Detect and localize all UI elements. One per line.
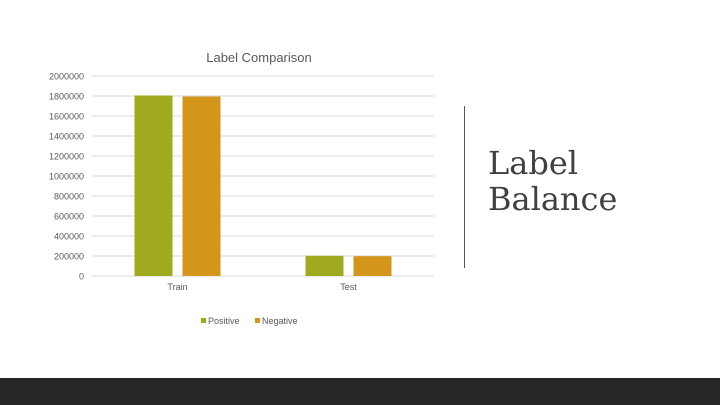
- y-tick-label: 0: [79, 272, 84, 282]
- y-tick-label: 2000000: [49, 72, 84, 82]
- chart-title: Label Comparison: [206, 50, 312, 65]
- bar-chart: Label Comparison 0 200000 400000 600000 80000…: [49, 50, 434, 326]
- x-tick-label: Train: [167, 282, 187, 292]
- vertical-divider: [464, 106, 465, 268]
- footer-bar: [0, 378, 720, 405]
- y-tick-label: 800000: [54, 192, 84, 202]
- y-tick-label: 1400000: [49, 132, 84, 142]
- slide-title: Label Balance: [488, 145, 708, 217]
- slide-title-line-1: Label: [488, 144, 578, 182]
- y-tick-label: 1600000: [49, 112, 84, 122]
- bar-negative-train: [182, 96, 221, 276]
- slide-title-line-2: Balance: [488, 180, 618, 218]
- y-tick-label: 1200000: [49, 152, 84, 162]
- legend-label-negative: Negative: [262, 316, 298, 326]
- bar-positive-test: [305, 255, 344, 276]
- bar-negative-test: [353, 256, 392, 276]
- legend-label-positive: Positive: [208, 316, 240, 326]
- x-tick-label: Test: [340, 282, 357, 292]
- bar-positive-train: [134, 95, 173, 276]
- legend-swatch-negative: [255, 318, 260, 323]
- y-tick-label: 1800000: [49, 92, 84, 102]
- y-tick-label: 400000: [54, 232, 84, 242]
- legend-swatch-positive: [201, 318, 206, 323]
- y-tick-label: 600000: [54, 212, 84, 222]
- y-tick-label: 200000: [54, 252, 84, 262]
- y-tick-label: 1000000: [49, 172, 84, 182]
